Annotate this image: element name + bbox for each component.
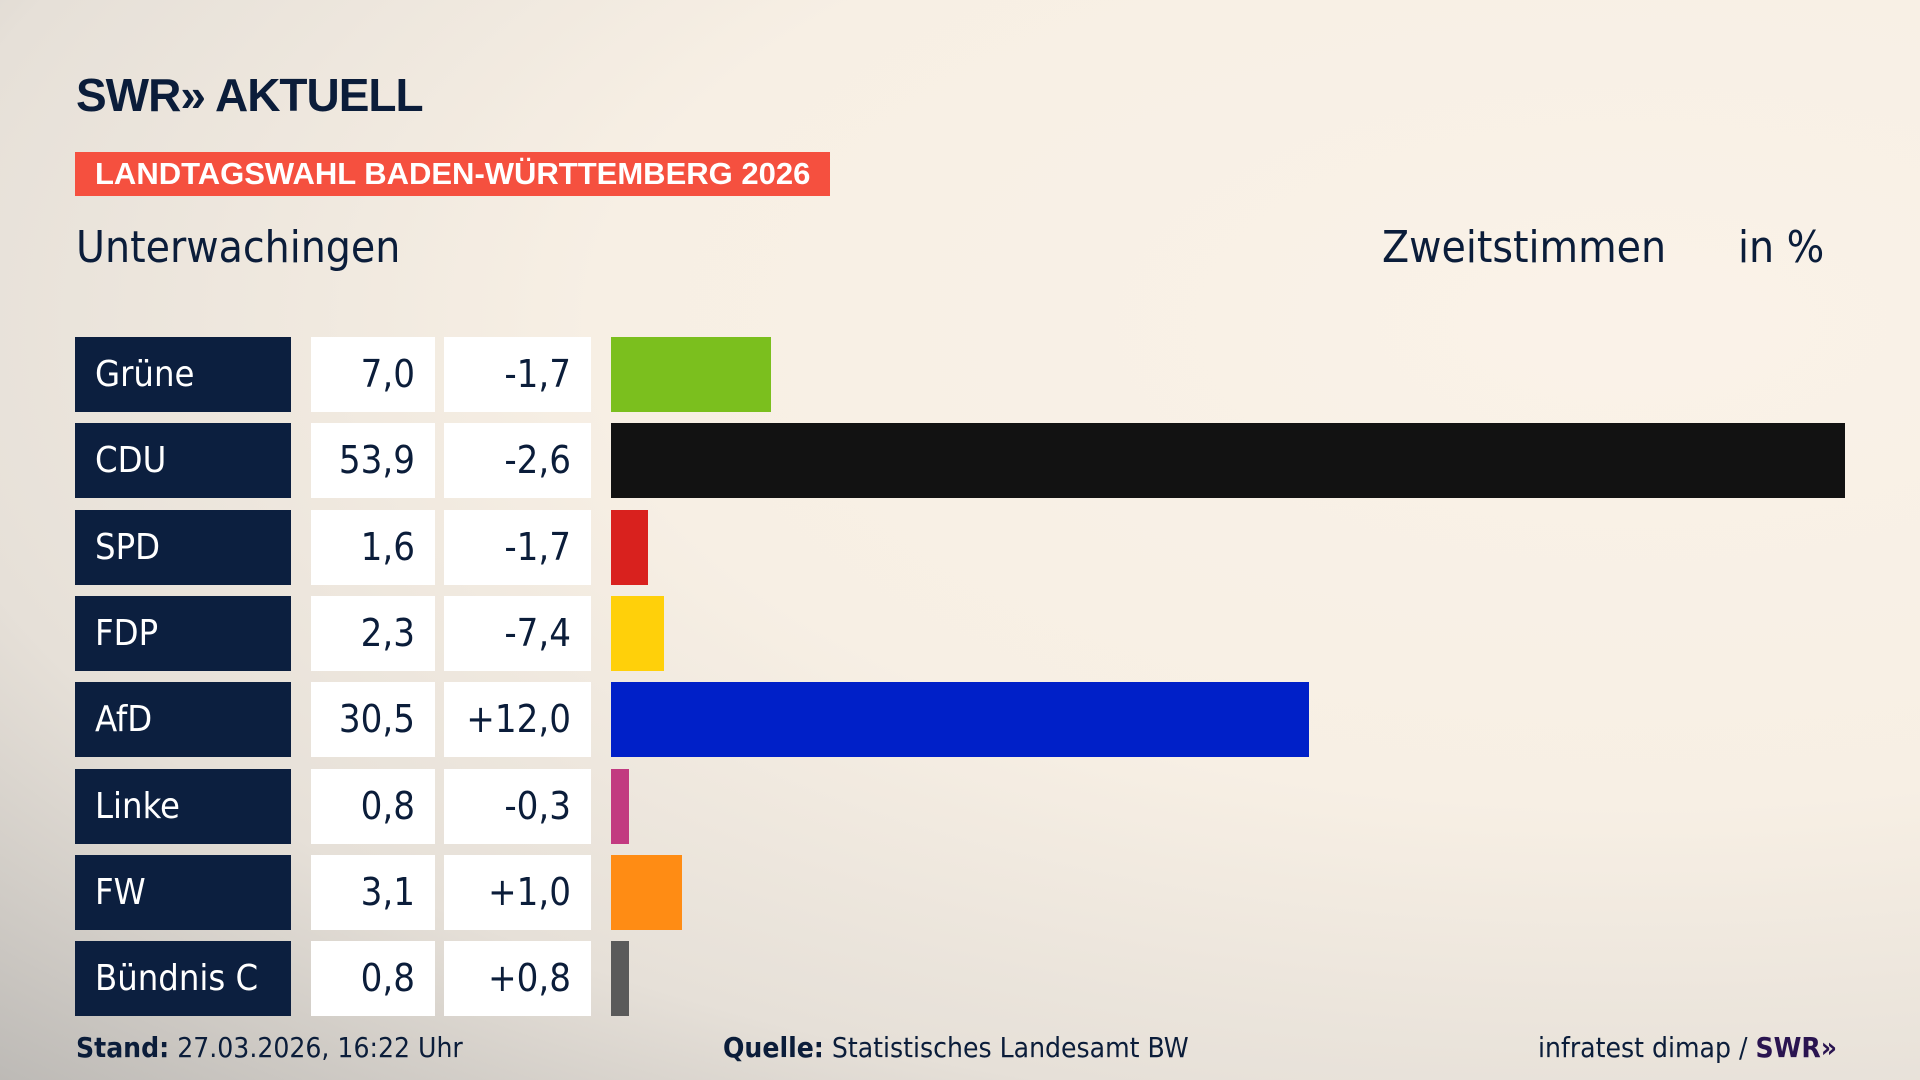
bar bbox=[611, 423, 1845, 499]
value-label: 53,9 bbox=[311, 423, 435, 499]
diff-label: -1,7 bbox=[444, 509, 591, 585]
value-label: 0,8 bbox=[311, 941, 435, 1017]
value-label: 7,0 bbox=[311, 337, 435, 412]
diff-label: -0,3 bbox=[444, 768, 591, 844]
bar bbox=[611, 682, 1310, 758]
bar bbox=[611, 941, 630, 1017]
party-label: SPD bbox=[75, 509, 291, 585]
result-row: SPD 1,6 -1,7 bbox=[0, 509, 1920, 585]
diff-label: -2,6 bbox=[444, 423, 591, 499]
diff-label: -7,4 bbox=[444, 595, 591, 671]
source-value: Statistisches Landesamt BW bbox=[831, 1031, 1189, 1064]
result-row: Bündnis C 0,8 +0,8 bbox=[0, 941, 1920, 1017]
vote-type-label: Zweitstimmen bbox=[1382, 222, 1667, 273]
party-label: Grüne bbox=[75, 337, 291, 412]
party-label: AfD bbox=[75, 682, 291, 758]
stand-value: 27.03.2026, 16:22 Uhr bbox=[177, 1031, 463, 1064]
swr-logo: SWR» bbox=[1755, 1031, 1838, 1064]
party-label: Linke bbox=[75, 768, 291, 844]
credit: infratest dimap / SWR» bbox=[1538, 1031, 1837, 1064]
swr-aktuell-logo: SWR» AKTUELL bbox=[76, 69, 424, 121]
party-label: FDP bbox=[75, 595, 291, 671]
result-row: Linke 0,8 -0,3 bbox=[0, 768, 1920, 844]
bar bbox=[611, 509, 648, 585]
result-row: CDU 53,9 -2,6 bbox=[0, 423, 1920, 499]
election-banner: LANDTAGSWAHL BADEN-WÜRTTEMBERG 2026 bbox=[75, 152, 831, 196]
result-row: Grüne 7,0 -1,7 bbox=[0, 337, 1920, 412]
value-label: 3,1 bbox=[311, 854, 435, 930]
party-label: FW bbox=[75, 854, 291, 930]
source-label: Quelle: bbox=[723, 1031, 824, 1064]
value-label: 1,6 bbox=[311, 509, 435, 585]
credit-text: infratest dimap / bbox=[1538, 1031, 1748, 1064]
unit-label: in % bbox=[1738, 222, 1825, 273]
party-label: Bündnis C bbox=[75, 941, 291, 1017]
bar bbox=[611, 768, 630, 844]
result-row: FW 3,1 +1,0 bbox=[0, 854, 1920, 930]
result-row: FDP 2,3 -7,4 bbox=[0, 595, 1920, 671]
bar bbox=[611, 854, 682, 930]
diff-label: +12,0 bbox=[444, 682, 591, 758]
bar bbox=[611, 595, 664, 671]
value-label: 0,8 bbox=[311, 768, 435, 844]
diff-label: +1,0 bbox=[444, 854, 591, 930]
stand-label: Stand: bbox=[76, 1031, 170, 1064]
diff-label: +0,8 bbox=[444, 941, 591, 1017]
bar bbox=[611, 337, 772, 412]
result-row: AfD 30,5 +12,0 bbox=[0, 682, 1920, 758]
place-title: Unterwachingen bbox=[76, 222, 401, 273]
value-label: 2,3 bbox=[311, 595, 435, 671]
source: Quelle: Statistisches Landesamt BW bbox=[723, 1031, 1189, 1064]
diff-label: -1,7 bbox=[444, 337, 591, 412]
timestamp: Stand: 27.03.2026, 16:22 Uhr bbox=[76, 1031, 463, 1064]
value-label: 30,5 bbox=[311, 682, 435, 758]
party-label: CDU bbox=[75, 423, 291, 499]
